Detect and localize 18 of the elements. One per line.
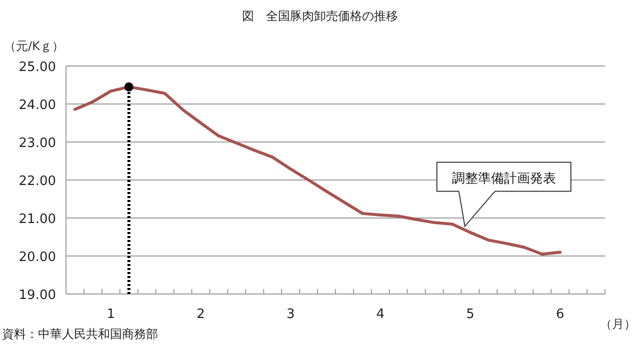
x-tick-label: 2 xyxy=(196,307,205,322)
y-tick-label: 20.00 xyxy=(18,250,56,265)
y-axis-title: （元/Kｇ） xyxy=(4,39,64,53)
text: 資料：中華人民共和国商務部 xyxy=(2,327,158,341)
y-tick-label: 22.00 xyxy=(18,174,56,189)
x-tick-label: 4 xyxy=(376,307,385,322)
y-tick-label: 25.00 xyxy=(18,60,56,75)
y-tick-label: 24.00 xyxy=(18,98,56,113)
x-tick-label: 5 xyxy=(466,307,474,322)
x-axis-title: （月） xyxy=(600,317,636,331)
y-tick-label: 21.00 xyxy=(18,212,56,227)
x-tick-label: 3 xyxy=(286,307,295,322)
x-tick-label: 1 xyxy=(106,307,116,322)
chart-title: 図 全国豚肉卸売価格の推移 xyxy=(242,9,398,23)
y-tick-label: 23.00 xyxy=(18,136,56,151)
annotation: 調整準備計画発表 xyxy=(452,171,556,186)
x-tick-label: 6 xyxy=(556,307,564,322)
y-tick-label: 19.00 xyxy=(18,288,56,303)
